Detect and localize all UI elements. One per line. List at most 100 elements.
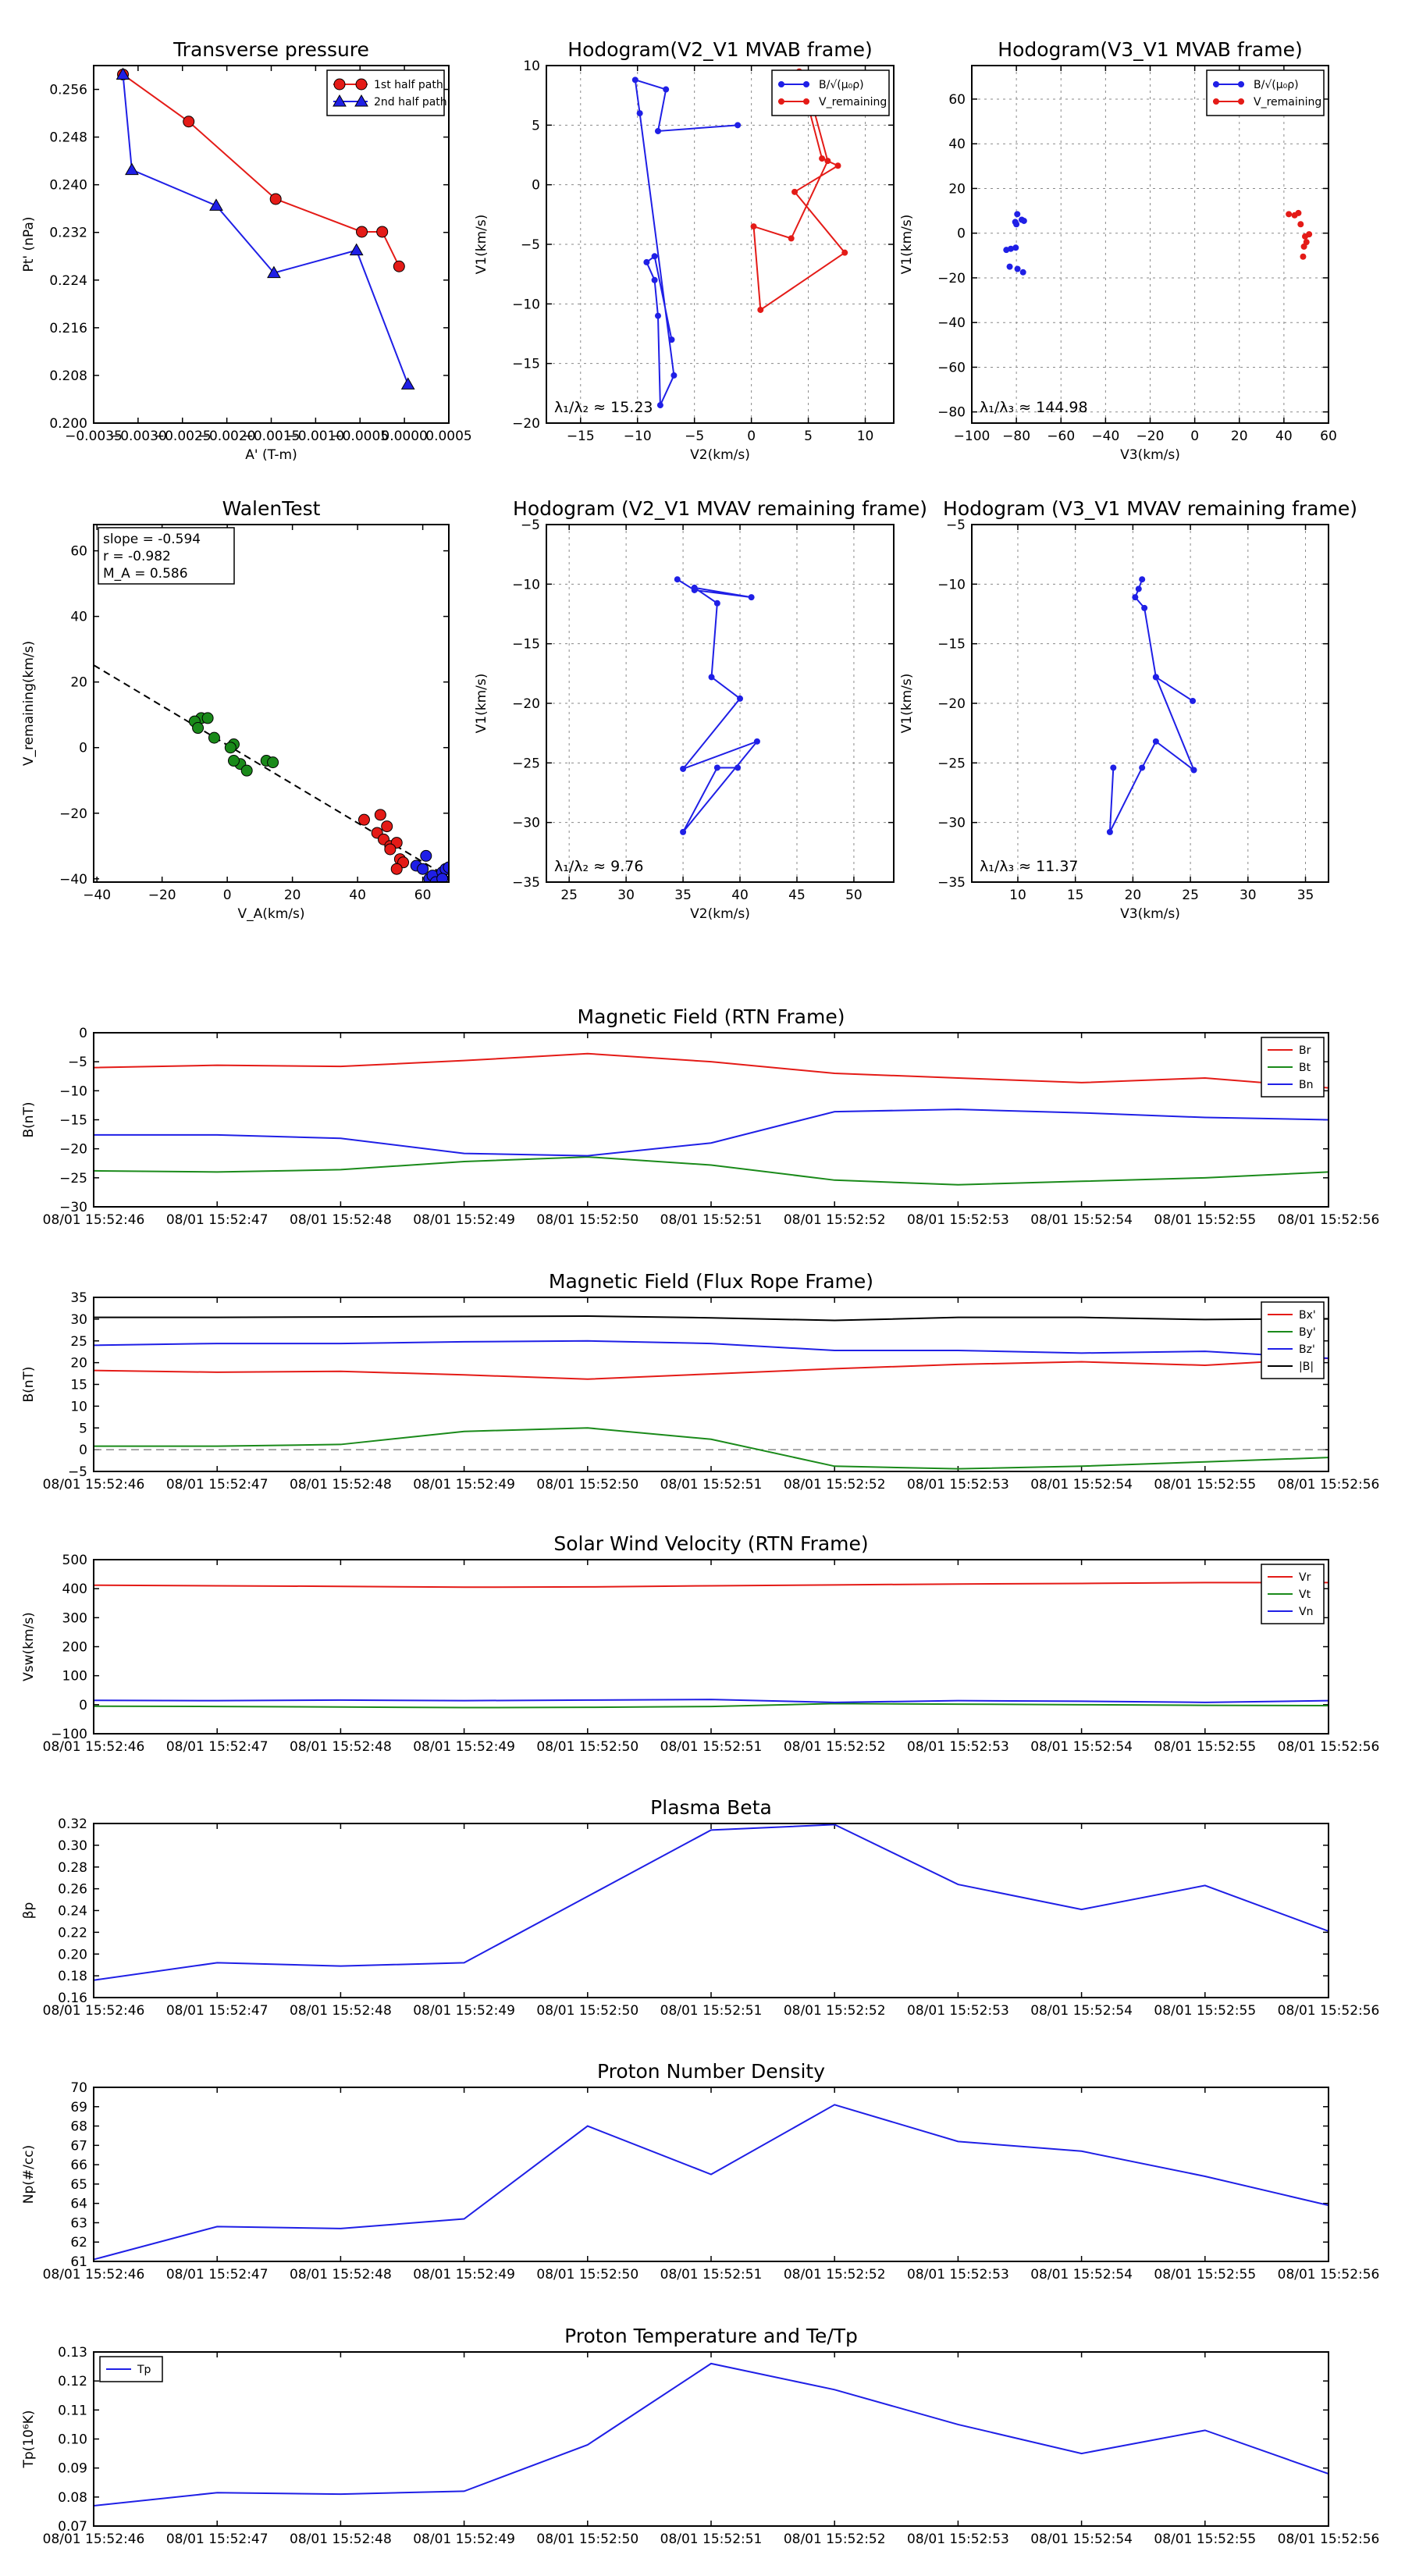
x-tick-label: −0.0010: [287, 429, 345, 444]
data-point: [680, 765, 687, 772]
plot-frame: [93, 1297, 1329, 1472]
data-point: [192, 722, 205, 735]
y-axis-label: Np(#/cc): [21, 2145, 37, 2204]
y-tick-label: 20: [948, 181, 966, 197]
x-tick-label: 08/01 15:52:52: [784, 2532, 886, 2547]
x-tick-label: 08/01 15:52:56: [1278, 1212, 1380, 1228]
legend-label: 2nd half path: [374, 96, 447, 109]
x-tick-label: 08/01 15:52:50: [536, 2267, 638, 2282]
x-tick-label: 08/01 15:52:47: [166, 2267, 269, 2282]
y-tick-label: −25: [937, 756, 966, 771]
data-point: [1003, 247, 1010, 254]
data-point: [834, 162, 841, 169]
data-point: [631, 76, 638, 84]
y-tick-label: −40: [59, 872, 87, 888]
x-tick-label: 40: [1275, 429, 1293, 444]
x-tick-label: 08/01 15:52:46: [43, 1477, 145, 1493]
legend-marker: [803, 98, 809, 105]
chart-title: Hodogram(V2_V1 MVAB frame): [567, 38, 872, 61]
plot-frame: [93, 2087, 1329, 2262]
x-tick-label: 08/01 15:52:54: [1030, 1739, 1133, 1755]
x-tick-label: 08/01 15:52:53: [907, 1739, 1009, 1755]
x-tick-label: −80: [1002, 429, 1030, 444]
x-tick-label: −40: [1091, 429, 1119, 444]
data-point: [209, 198, 223, 211]
x-tick-label: 08/01 15:52:49: [413, 1739, 515, 1755]
x-tick-label: 20: [284, 888, 301, 903]
data-point: [376, 226, 389, 238]
data-point: [663, 86, 670, 93]
y-tick-label: 63: [70, 2215, 87, 2231]
stats-line: M_A = 0.586: [103, 566, 188, 582]
y-tick-label: 0.248: [49, 130, 87, 146]
data-point: [384, 843, 397, 856]
series-line-3: [94, 1315, 1329, 1322]
legend-label: Bx': [1299, 1309, 1316, 1322]
y-tick-label: 500: [62, 1553, 87, 1568]
legend-marker: [333, 94, 347, 107]
x-tick-label: −20: [148, 888, 176, 903]
plot-frame: [93, 1032, 1329, 1208]
legend-marker: [1238, 81, 1244, 87]
series-line-0: [1108, 578, 1196, 833]
x-axis-label: V2(km/s): [690, 906, 750, 922]
data-point: [1014, 265, 1021, 272]
data-point: [1297, 221, 1304, 228]
x-tick-label: 35: [674, 888, 692, 903]
data-point: [735, 122, 742, 129]
x-tick-label: 08/01 15:52:56: [1278, 2003, 1380, 2019]
x-tick-label: 08/01 15:52:49: [413, 2267, 515, 2282]
legend-box: [326, 69, 445, 116]
legend-marker: [803, 81, 809, 87]
y-tick-label: −15: [937, 637, 966, 653]
y-tick-label: 68: [70, 2119, 87, 2135]
y-axis-label: V1(km/s): [899, 674, 915, 734]
x-tick-label: 08/01 15:52:46: [43, 1739, 145, 1755]
x-tick-label: 08/01 15:52:55: [1154, 2267, 1256, 2282]
data-point: [651, 276, 658, 283]
y-tick-label: −5: [521, 518, 540, 533]
y-axis-label: Tp(10⁶K): [21, 2410, 37, 2468]
x-tick-label: 08/01 15:52:51: [660, 2003, 763, 2019]
data-point: [420, 849, 432, 862]
x-tick-label: 08/01 15:52:51: [660, 2267, 763, 2282]
series-line-0: [94, 1582, 1329, 1589]
y-tick-label: 5: [79, 1421, 87, 1436]
legend-label: Tp: [137, 2364, 151, 2376]
y-tick-label: 0: [79, 1443, 87, 1458]
y-tick-label: −20: [59, 806, 87, 822]
y-tick-label: −30: [937, 816, 966, 831]
y-tick-label: −100: [51, 1727, 87, 1742]
series-line-2: [94, 1699, 1329, 1703]
chart-title: Proton Temperature and Te/Tp: [564, 2325, 858, 2347]
x-tick-label: 20: [1231, 429, 1248, 444]
chart-hodo3: 25 30 35 40 45 50 −35 −30 −25 −20 −15 −10 −5Hodogram…: [474, 497, 927, 922]
x-tick-label: 25: [1182, 888, 1199, 903]
y-tick-label: 10: [70, 1399, 87, 1414]
x-tick-label: 08/01 15:52:48: [290, 2267, 392, 2282]
data-point: [417, 863, 429, 875]
x-tick-label: −0.0030: [109, 429, 167, 444]
chart-title: Hodogram (V3_V1 MVAV remaining frame): [943, 497, 1357, 520]
legend-label: B/√(μ₀ρ): [819, 79, 864, 91]
chart-tp2: 08/01 15:52:46 08/01 15:52:47 08/01 15:52:…: [21, 2325, 1379, 2547]
ratio-annotation: λ₁/λ₂ ≈ 9.76: [554, 858, 643, 875]
data-point: [713, 764, 720, 771]
plot-area: [94, 1823, 1329, 1981]
x-tick-label: 08/01 15:52:47: [166, 1739, 269, 1755]
chart-title: Plasma Beta: [650, 1796, 772, 1819]
series-line-0: [122, 73, 400, 267]
data-point: [1006, 263, 1013, 270]
y-axis-label: V1(km/s): [474, 215, 489, 275]
x-tick-label: 08/01 15:52:55: [1154, 1739, 1256, 1755]
y-tick-label: −20: [512, 416, 540, 432]
plot-area: [116, 67, 415, 390]
y-tick-label: 10: [523, 59, 540, 74]
series-line-0: [94, 1052, 1329, 1089]
y-tick-label: 61: [70, 2254, 87, 2270]
y-tick-label: 0.22: [58, 1925, 87, 1941]
data-point: [357, 813, 370, 826]
data-point: [183, 116, 195, 128]
series-line-0: [94, 2362, 1329, 2507]
